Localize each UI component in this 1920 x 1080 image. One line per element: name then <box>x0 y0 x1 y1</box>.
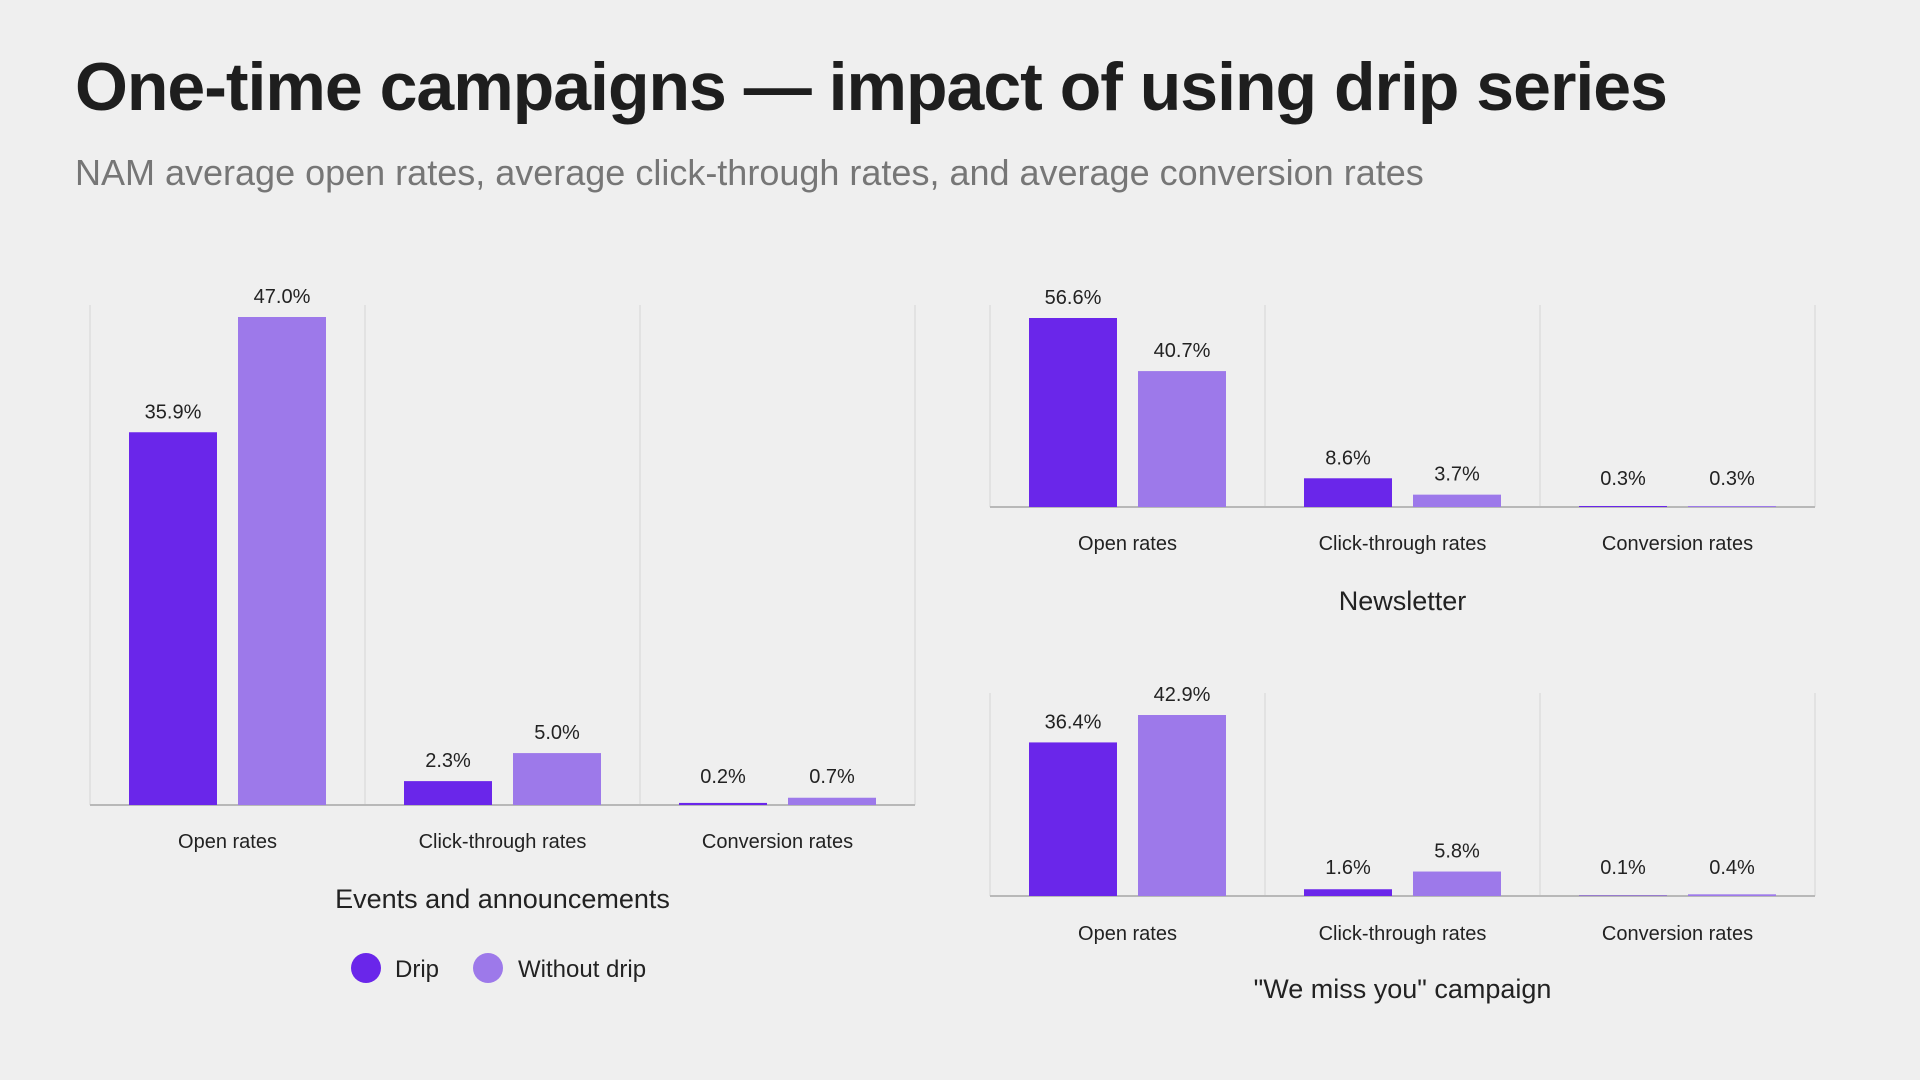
bar-drip-open-rates <box>1029 318 1117 507</box>
bar-without-drip-open-rates <box>238 317 326 805</box>
data-label: 35.9% <box>145 401 202 423</box>
bar-without-drip-conversion-rates <box>1688 894 1776 896</box>
page-title: One-time campaigns — impact of using dri… <box>75 49 1668 125</box>
chart-title: "We miss you" campaign <box>1254 974 1552 1004</box>
bar-without-drip-conversion-rates <box>1688 505 1776 507</box>
category-label-click-through-rates: Click-through rates <box>1319 533 1487 555</box>
chart-title: Newsletter <box>1339 586 1467 616</box>
legend-swatch-drip <box>351 953 381 983</box>
bar-without-drip-click-through-rates <box>1413 494 1501 507</box>
category-label-open-rates: Open rates <box>178 831 277 853</box>
data-label: 5.0% <box>534 722 580 744</box>
bar-drip-click-through-rates <box>1304 889 1392 896</box>
category-label-click-through-rates: Click-through rates <box>1319 923 1487 945</box>
category-label-click-through-rates: Click-through rates <box>419 831 587 853</box>
data-label: 0.4% <box>1709 857 1755 879</box>
data-label: 36.4% <box>1045 711 1102 733</box>
bar-drip-click-through-rates <box>404 781 492 805</box>
data-label: 5.8% <box>1434 841 1480 863</box>
data-label: 47.0% <box>254 286 311 308</box>
category-label-conversion-rates: Conversion rates <box>702 831 853 853</box>
category-label-open-rates: Open rates <box>1078 533 1177 555</box>
data-label: 2.3% <box>425 750 471 772</box>
bar-drip-conversion-rates <box>679 802 767 805</box>
bar-without-drip-click-through-rates <box>513 753 601 805</box>
data-label: 3.7% <box>1434 464 1480 486</box>
bar-without-drip-open-rates <box>1138 371 1226 507</box>
data-label: 56.6% <box>1045 287 1102 309</box>
data-label: 0.7% <box>809 766 855 788</box>
bar-drip-click-through-rates <box>1304 478 1392 507</box>
legend-swatch-without-drip <box>473 953 503 983</box>
category-label-open-rates: Open rates <box>1078 923 1177 945</box>
page-subtitle: NAM average open rates, average click-th… <box>75 152 1424 193</box>
legend: Drip Without drip <box>351 953 646 983</box>
legend-label-drip: Drip <box>395 956 439 983</box>
chart-newsletter: 56.6% 40.7% Open rates 8.6% 3.7% Click-throug… <box>989 287 1816 616</box>
data-label: 8.6% <box>1325 447 1371 469</box>
data-label: 40.7% <box>1154 340 1211 362</box>
data-label: 0.2% <box>700 766 746 788</box>
bar-without-drip-open-rates <box>1138 715 1226 896</box>
data-label: 0.3% <box>1709 468 1755 490</box>
chart-events-and-announcements: 35.9% 47.0% Open rates 2.3% 5.0% Click-throug… <box>89 286 916 914</box>
data-label: 0.1% <box>1600 857 1646 879</box>
data-label: 1.6% <box>1325 857 1371 879</box>
bar-without-drip-conversion-rates <box>788 797 876 805</box>
data-label: 0.3% <box>1600 468 1646 490</box>
category-label-conversion-rates: Conversion rates <box>1602 533 1753 555</box>
data-label: 42.9% <box>1154 684 1211 706</box>
bar-drip-conversion-rates <box>1579 505 1667 507</box>
bar-drip-open-rates <box>1029 742 1117 896</box>
legend-label-without-drip: Without drip <box>518 956 646 983</box>
bar-without-drip-click-through-rates <box>1413 871 1501 896</box>
chart-we-miss-you: 36.4% 42.9% Open rates 1.6% 5.8% Click-throug… <box>989 684 1816 1004</box>
bar-drip-open-rates <box>129 432 217 805</box>
chart-title: Events and announcements <box>335 884 670 914</box>
category-label-conversion-rates: Conversion rates <box>1602 923 1753 945</box>
